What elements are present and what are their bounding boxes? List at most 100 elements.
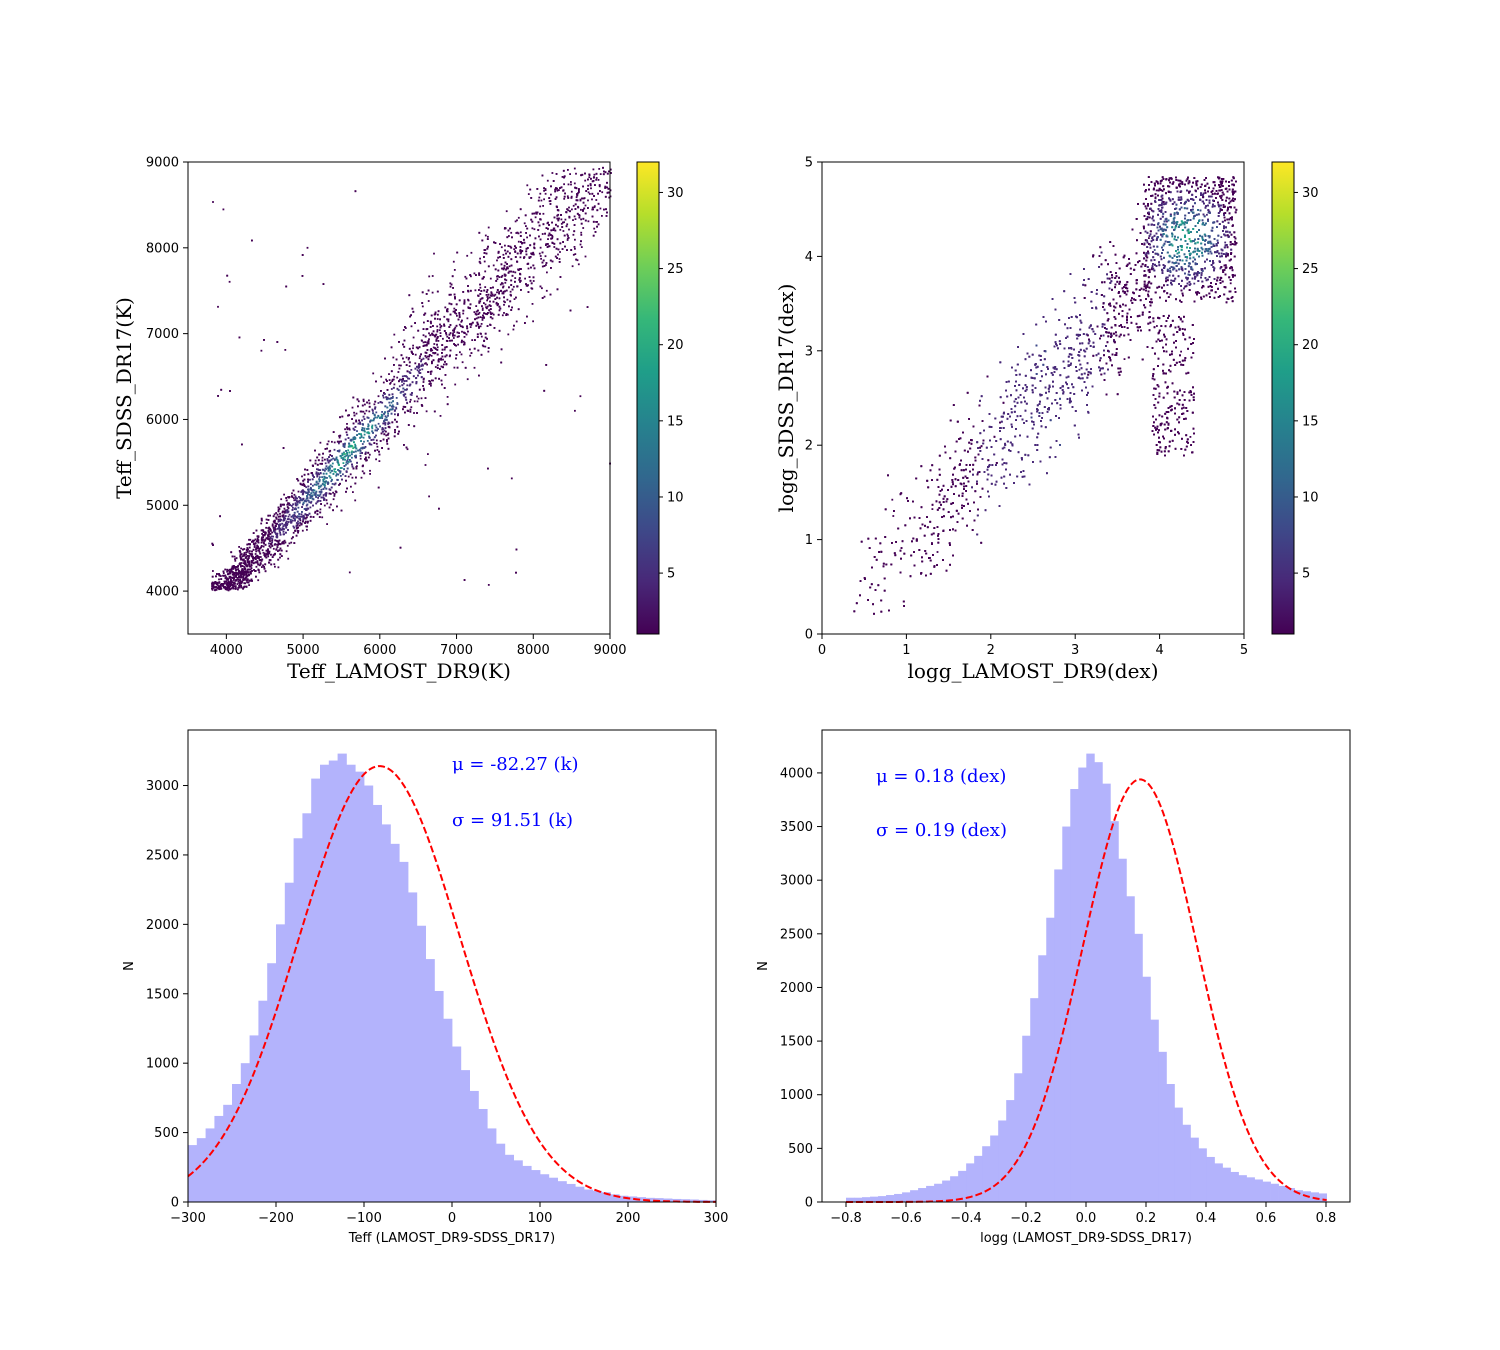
scatter-point (312, 489, 314, 491)
scatter-point (475, 317, 478, 320)
scatter-point (315, 490, 318, 493)
scatter-point (526, 247, 529, 249)
scatter-point (256, 555, 258, 558)
scatter-point (249, 538, 252, 541)
scatter-point (566, 239, 569, 241)
scatter-point (597, 202, 600, 205)
scatter-point (351, 406, 354, 409)
scatter-point (292, 525, 295, 528)
scatter-point (591, 192, 594, 195)
scatter-point (494, 242, 497, 244)
scatter-point (421, 291, 424, 294)
scatter-point (245, 575, 248, 578)
scatter-point (426, 363, 428, 366)
scatter-point (304, 513, 307, 516)
scatter-point (215, 586, 217, 588)
scatter-point (227, 578, 229, 581)
scatter-point (278, 539, 281, 542)
scatter-point (323, 497, 326, 500)
scatter-point (333, 458, 336, 461)
scatter-point (544, 255, 547, 258)
scatter-point (548, 224, 550, 226)
scatter-point (303, 500, 306, 502)
scatter-point (388, 410, 391, 412)
scatter-point (570, 196, 573, 199)
scatter-point (381, 447, 383, 449)
scatter-point (567, 183, 570, 186)
scatter-point (220, 583, 223, 585)
scatter-point (337, 469, 339, 471)
scatter-point (274, 539, 277, 542)
scatter-point (593, 205, 596, 208)
scatter-point (248, 538, 250, 541)
scatter-point (251, 555, 253, 558)
scatter-point (559, 187, 561, 189)
scatter-point (346, 428, 349, 431)
scatter-point (556, 225, 559, 228)
scatter-point (363, 472, 366, 475)
scatter-point (523, 256, 526, 258)
scatter-point (367, 456, 370, 459)
scatter-point (312, 484, 314, 487)
scatter-point (579, 243, 582, 246)
scatter-point (211, 584, 214, 587)
scatter-point (277, 508, 280, 511)
scatter-point (318, 487, 320, 490)
scatter-point (366, 401, 368, 404)
scatter-point (276, 536, 279, 539)
scatter-point (281, 511, 284, 514)
scatter-point (496, 275, 498, 278)
scatter-point (228, 587, 230, 589)
scatter-point (287, 502, 289, 504)
scatter-point (277, 542, 280, 544)
scatter-point (390, 397, 393, 399)
scatter-point (379, 440, 382, 442)
scatter-point (436, 290, 439, 293)
scatter-point (487, 297, 489, 300)
scatter-point (279, 512, 281, 515)
scatter-point (556, 257, 558, 259)
scatter-point (417, 397, 420, 400)
scatter-point (430, 314, 433, 317)
scatter-point (380, 413, 383, 416)
scatter-point (364, 451, 367, 454)
scatter-point (489, 308, 492, 310)
scatter-point (556, 214, 559, 217)
scatter-point (526, 315, 528, 318)
scatter-point (488, 304, 491, 307)
scatter-point (504, 274, 507, 277)
scatter-point (426, 341, 429, 344)
scatter-point (288, 542, 291, 545)
scatter-point (418, 363, 420, 365)
scatter-point (362, 415, 365, 418)
scatter-point (400, 378, 403, 381)
scatter-point (462, 340, 465, 343)
scatter-point (599, 173, 602, 175)
scatter-point (283, 503, 285, 506)
scatter-point (345, 470, 348, 473)
scatter-point (377, 402, 380, 404)
scatter-point (434, 347, 436, 350)
scatter-point (257, 545, 259, 548)
scatter-point (455, 312, 458, 315)
scatter-point (463, 341, 466, 344)
scatter-point (305, 486, 308, 489)
teff-scatter-y-tick-label: 4000 (146, 585, 179, 600)
scatter-point (345, 479, 347, 482)
scatter-point (502, 290, 505, 293)
scatter-point (298, 501, 301, 504)
scatter-point (597, 223, 600, 226)
scatter-point (397, 432, 400, 435)
scatter-point (431, 275, 434, 277)
scatter-point (423, 313, 426, 316)
scatter-point (246, 568, 249, 571)
scatter-point (424, 335, 427, 338)
scatter-point (477, 313, 480, 315)
scatter-point (487, 350, 490, 353)
scatter-point (329, 493, 332, 495)
teff-scatter-x-tick-label: 7000 (440, 643, 473, 658)
scatter-point (240, 571, 243, 574)
scatter-point (317, 472, 319, 475)
scatter-point (1150, 209, 1153, 212)
scatter-point (266, 552, 269, 554)
